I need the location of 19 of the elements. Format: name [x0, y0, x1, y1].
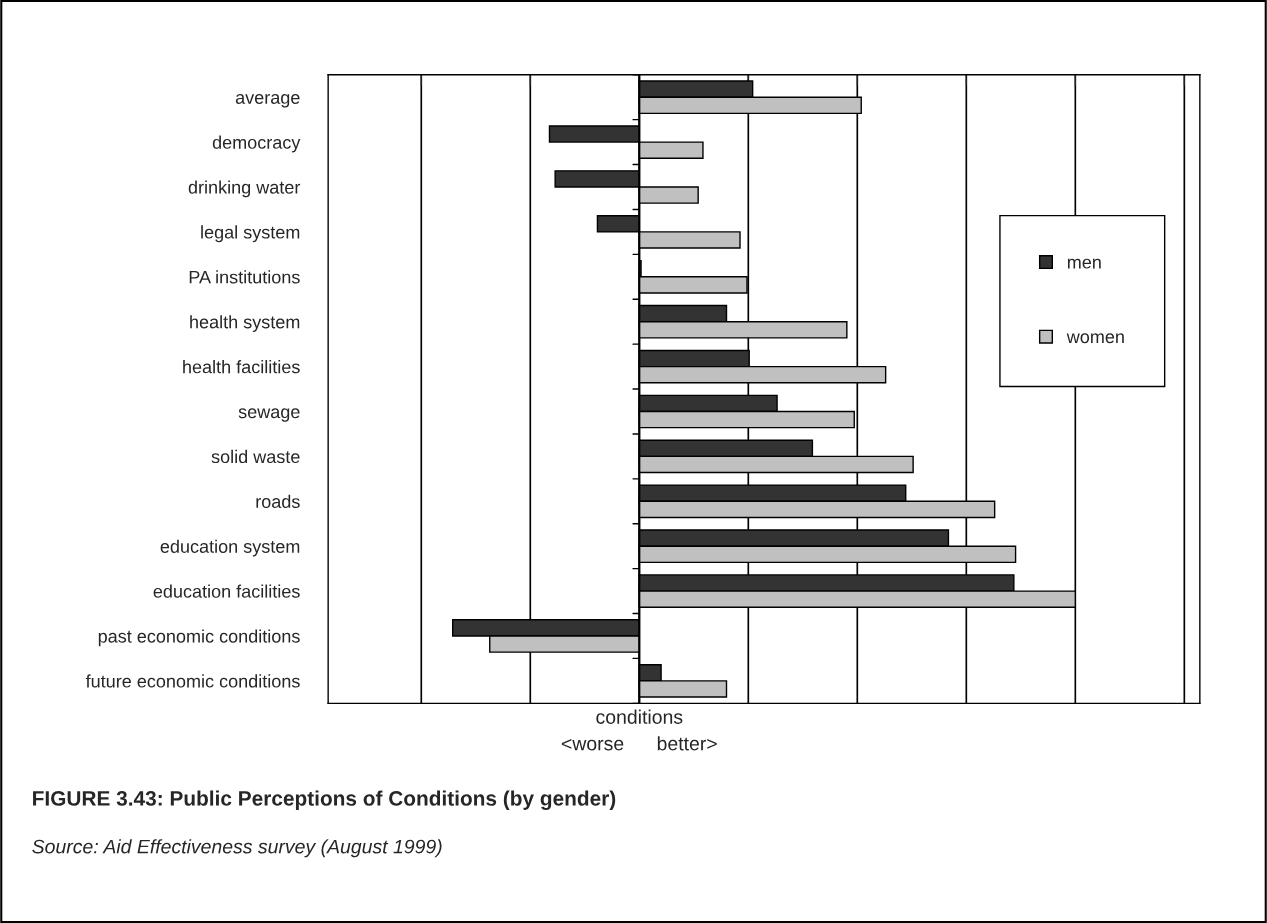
y-tick-label: drinking water: [188, 180, 301, 198]
y-tick-label: future economic conditions: [85, 674, 300, 688]
text: FIGURE 3.43: Public Perceptions of Conditions (by gender): [33, 790, 616, 810]
y-tick-label: education facilities: [153, 584, 300, 598]
y-tick-label: PA institutions: [189, 270, 300, 284]
y-tick-label: health facilities: [183, 360, 300, 374]
y-tick-label: sewage: [238, 408, 300, 422]
y-tick-label: legal system: [201, 225, 300, 243]
y-tick-label: education system: [160, 539, 300, 557]
legend-label: men: [1067, 258, 1101, 269]
source-note: Source: Aid Effectiveness survey (August 1999): [32, 839, 442, 858]
y-tick-label: past economic conditions: [98, 629, 300, 647]
y-tick-label: solid waste: [211, 449, 300, 464]
y-tick-label: roads: [256, 494, 300, 509]
x-axis-title: conditions <worse better>: [561, 709, 717, 751]
y-tick-label: average: [235, 94, 300, 108]
y-tick-label: health system: [190, 315, 300, 332]
legend-label: women: [1066, 333, 1124, 344]
y-tick-label: democracy: [212, 135, 301, 153]
